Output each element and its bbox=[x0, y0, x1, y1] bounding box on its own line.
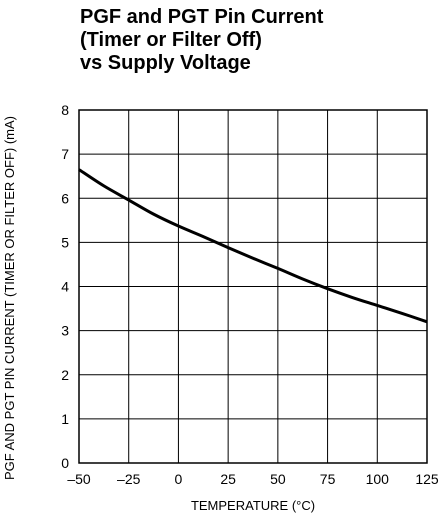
x-tick-label: 125 bbox=[415, 471, 439, 487]
y-tick-label: 0 bbox=[61, 455, 69, 471]
y-tick-label: 4 bbox=[61, 279, 69, 295]
y-tick-label: 2 bbox=[61, 367, 69, 383]
x-tick-labels: –50 –25 0 25 50 75 100 125 bbox=[67, 471, 439, 487]
x-tick-label: 75 bbox=[320, 471, 336, 487]
y-tick-label: 7 bbox=[61, 146, 69, 162]
grid bbox=[78, 109, 428, 464]
chart-title-line-3: vs Supply Voltage bbox=[80, 52, 251, 74]
x-tick-label: –25 bbox=[117, 471, 141, 487]
x-tick-label: 100 bbox=[366, 471, 390, 487]
y-tick-label: 3 bbox=[61, 323, 69, 339]
series-layer bbox=[78, 168, 428, 324]
y-tick-label: 5 bbox=[61, 234, 69, 250]
plot-border bbox=[78, 109, 428, 464]
series-line bbox=[78, 168, 428, 324]
chart-title-line-2: (Timer or Filter Off) bbox=[80, 29, 262, 51]
y-tick-label: 6 bbox=[61, 190, 69, 206]
x-tick-label: 50 bbox=[270, 471, 286, 487]
y-axis-label: PGF AND PGT PIN CURRENT (TIMER OR FILTER… bbox=[2, 116, 17, 480]
x-tick-label: 0 bbox=[175, 471, 183, 487]
x-axis-label: TEMPERATURE (°C) bbox=[191, 498, 315, 513]
chart-title: PGF and PGT Pin Current (Timer or Filter… bbox=[80, 6, 323, 75]
plot-frame bbox=[78, 109, 428, 464]
y-tick-labels: 0 1 2 3 4 5 6 7 8 bbox=[61, 102, 69, 471]
x-tick-label: 25 bbox=[220, 471, 236, 487]
y-tick-label: 1 bbox=[61, 411, 69, 427]
chart-title-line-1: PGF and PGT Pin Current bbox=[80, 6, 324, 28]
y-tick-label: 8 bbox=[61, 102, 69, 118]
x-tick-label: –50 bbox=[67, 471, 91, 487]
